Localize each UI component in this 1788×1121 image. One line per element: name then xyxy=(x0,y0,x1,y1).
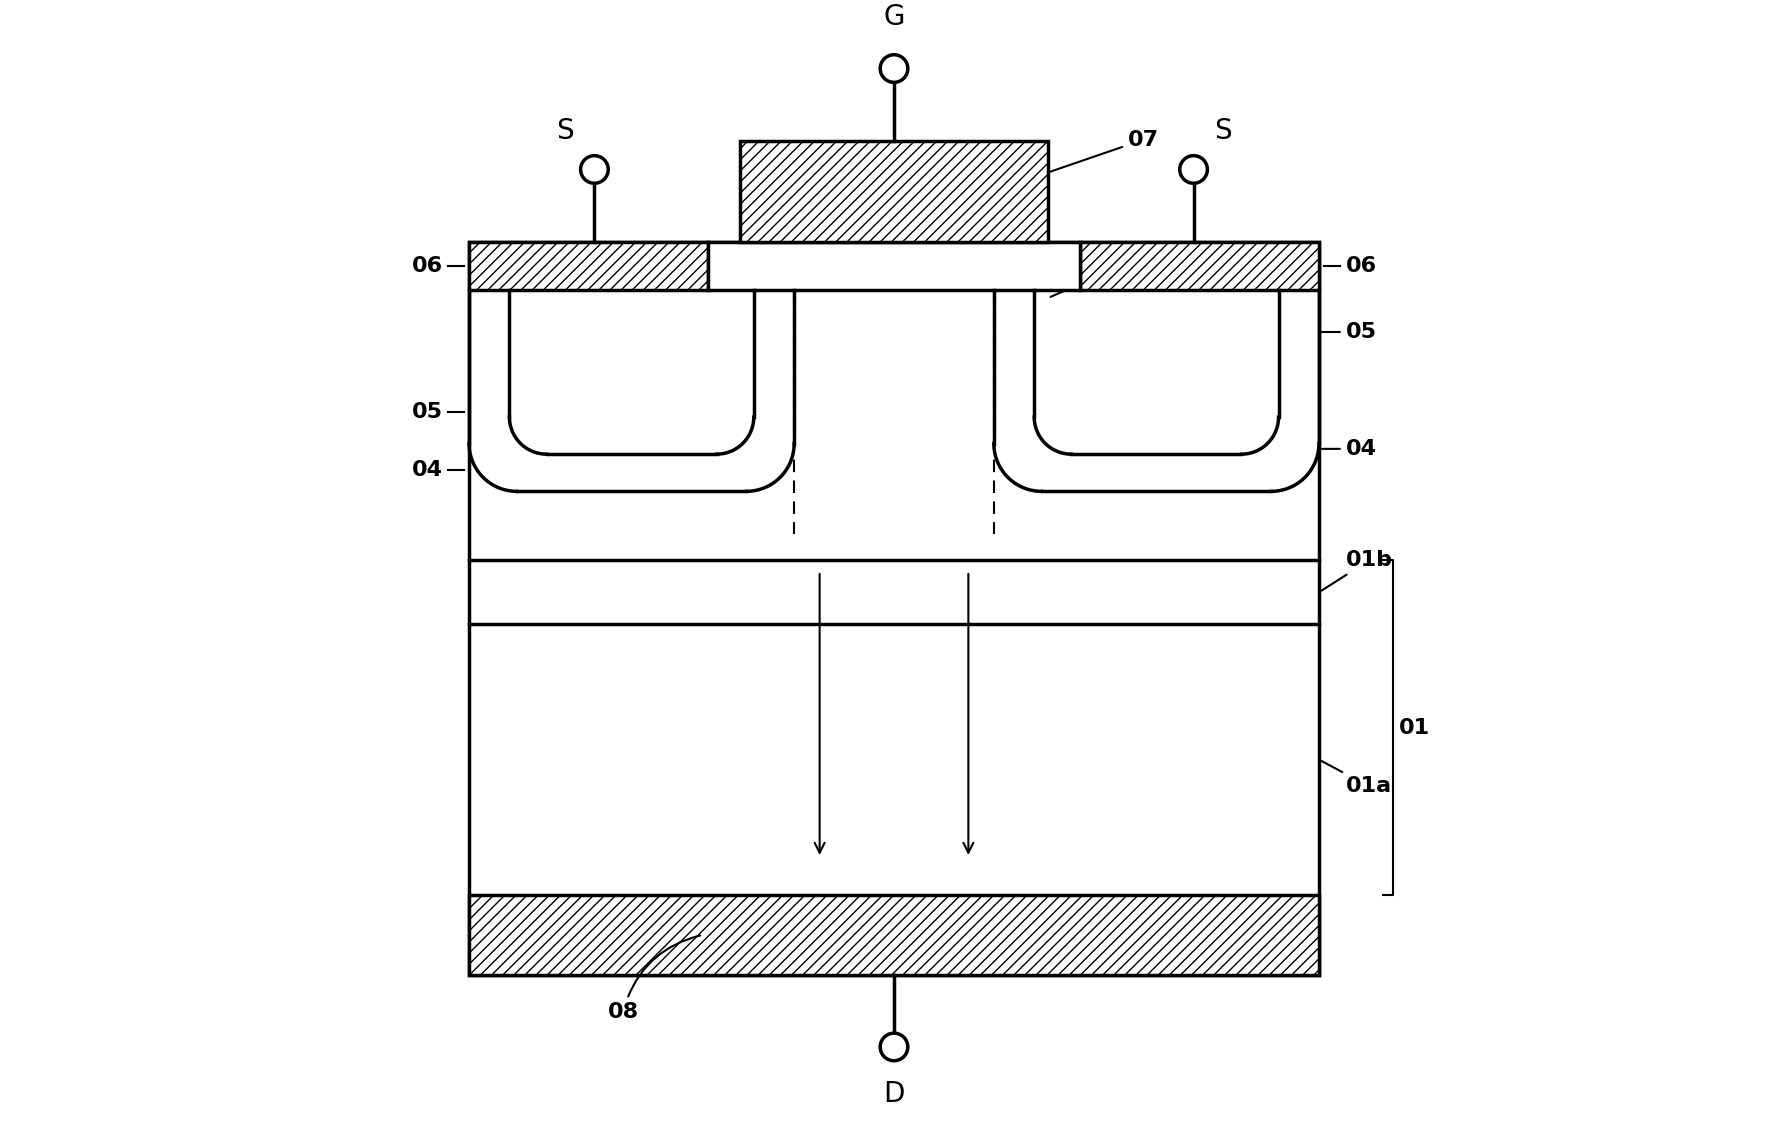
Text: G: G xyxy=(883,3,905,31)
Text: 04: 04 xyxy=(1321,438,1377,458)
Text: 01a: 01a xyxy=(1321,761,1391,796)
Text: 08: 08 xyxy=(608,936,701,1022)
Text: S: S xyxy=(1214,117,1232,145)
Bar xyxy=(468,895,1320,975)
Bar xyxy=(740,141,1048,242)
Text: 05: 05 xyxy=(411,401,442,421)
Text: 06: 06 xyxy=(1346,256,1377,276)
Text: D: D xyxy=(883,1080,905,1108)
Bar xyxy=(468,242,1320,975)
Text: 03: 03 xyxy=(896,189,989,235)
Text: 05: 05 xyxy=(1321,322,1377,342)
Circle shape xyxy=(581,156,608,183)
Text: 02: 02 xyxy=(1051,253,1143,297)
Bar xyxy=(1080,242,1320,289)
Text: 07: 07 xyxy=(1041,130,1159,175)
Text: S: S xyxy=(556,117,574,145)
Text: 01b: 01b xyxy=(1321,550,1393,591)
Circle shape xyxy=(880,55,908,82)
Bar xyxy=(468,242,708,289)
Text: 01: 01 xyxy=(1398,717,1430,738)
Circle shape xyxy=(1180,156,1207,183)
Text: 04: 04 xyxy=(411,460,442,480)
Text: 06: 06 xyxy=(411,256,442,276)
Bar xyxy=(708,242,1080,289)
Circle shape xyxy=(880,1034,908,1060)
